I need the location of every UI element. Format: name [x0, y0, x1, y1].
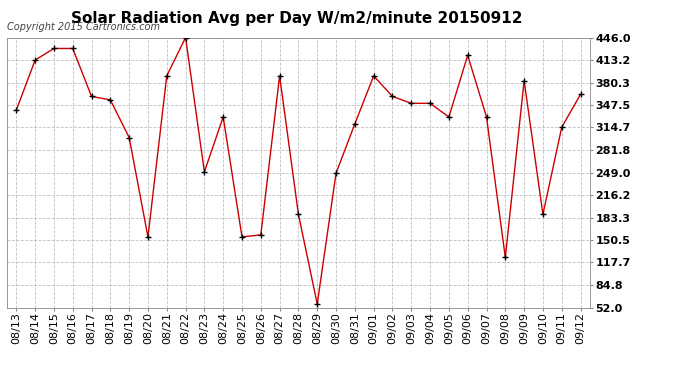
Text: Copyright 2015 Cartronics.com: Copyright 2015 Cartronics.com: [7, 22, 160, 32]
Text: Solar Radiation Avg per Day W/m2/minute 20150912: Solar Radiation Avg per Day W/m2/minute …: [71, 11, 522, 26]
Text: Radiation  (W/m2/Minute): Radiation (W/m2/Minute): [563, 26, 690, 36]
